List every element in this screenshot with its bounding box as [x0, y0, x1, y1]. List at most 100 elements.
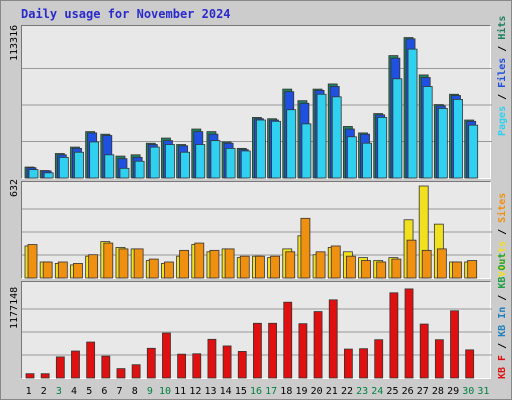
x-tick-label-day-27: 27 — [417, 386, 429, 397]
legend-item-sites: Sites — [497, 192, 508, 223]
bar-kb-f-day-16 — [253, 322, 262, 379]
bar-pages-day-25 — [392, 78, 403, 179]
bar-sites-day-27 — [421, 249, 432, 279]
bar-pages-day-17 — [271, 120, 281, 179]
bar-sites-day-5 — [88, 254, 99, 279]
bar-sites-day-1 — [27, 244, 38, 279]
x-tick-label-day-12: 12 — [189, 386, 201, 397]
bar-kb-f-day-3 — [55, 356, 65, 379]
legend-item-hits: Hits — [497, 15, 508, 40]
bar-pages-day-12 — [195, 144, 206, 179]
bar-kb-f-day-15 — [237, 351, 247, 379]
bar-sites-day-21 — [330, 245, 341, 279]
bar-sites-day-29 — [452, 261, 462, 279]
x-tick-label-day-18: 18 — [280, 386, 292, 397]
bar-pages-day-2 — [43, 172, 54, 179]
bar-pages-day-5 — [89, 141, 100, 179]
x-tick-label-day-25: 25 — [386, 386, 398, 397]
x-tick-label-day-20: 20 — [311, 386, 323, 397]
bar-pages-day-27 — [422, 86, 433, 179]
bar-pages-day-20 — [316, 93, 327, 179]
bar-pages-day-22 — [346, 136, 357, 179]
visits-panel — [21, 181, 492, 279]
hits-plot — [22, 37, 492, 179]
bar-pages-day-21 — [331, 96, 342, 179]
bar-pages-day-18 — [286, 109, 297, 179]
bar-sites-day-17 — [270, 255, 280, 279]
x-tick-label-day-13: 13 — [204, 386, 216, 397]
x-tick-label-day-17: 17 — [265, 386, 277, 397]
bar-kb-f-day-5 — [86, 341, 96, 379]
x-tick-label-day-28: 28 — [432, 386, 444, 397]
bar-pages-day-10 — [165, 144, 175, 179]
bar-sites-day-11 — [179, 249, 190, 279]
bar-kb-f-day-22 — [343, 348, 353, 379]
hits-panel — [21, 25, 492, 179]
bar-sites-day-12 — [194, 242, 205, 279]
bar-pages-day-24 — [377, 117, 388, 179]
x-tick-label-day-29: 29 — [447, 386, 459, 397]
x-tick-label-day-10: 10 — [159, 386, 171, 397]
bar-kb-f-day-19 — [298, 323, 308, 379]
kbytes-plot — [22, 288, 492, 379]
bar-pages-day-11 — [180, 151, 191, 179]
x-tick-label-day-6: 6 — [101, 386, 107, 397]
bar-sites-day-26 — [406, 239, 417, 279]
bar-pages-day-29 — [453, 99, 463, 179]
bar-sites-day-30 — [467, 260, 478, 279]
bar-pages-day-30 — [468, 124, 479, 179]
x-tick-label-day-3: 3 — [56, 386, 62, 397]
legend-item-kb-out: KB Out — [497, 252, 508, 289]
legend-separator: / — [497, 336, 508, 355]
bar-kb-f-day-18 — [283, 301, 293, 379]
x-tick-label-day-7: 7 — [117, 386, 123, 397]
bar-kb-f-day-9 — [146, 347, 156, 379]
x-tick-label-day-31: 31 — [477, 386, 489, 397]
bar-pages-day-4 — [74, 151, 84, 179]
bar-pages-day-13 — [210, 140, 221, 179]
bar-kb-f-day-26 — [404, 288, 414, 379]
hits-ymax-label: 113316 — [9, 24, 20, 61]
bar-pages-day-1 — [28, 169, 39, 179]
bar-sites-day-3 — [57, 261, 68, 279]
x-tick-label-day-15: 15 — [235, 386, 247, 397]
x-tick-label-day-9: 9 — [147, 386, 153, 397]
bar-sites-day-13 — [209, 249, 220, 279]
x-tick-label-day-24: 24 — [371, 386, 383, 397]
bar-pages-day-14 — [225, 147, 236, 179]
x-tick-label-day-19: 19 — [295, 386, 307, 397]
bar-kb-f-day-10 — [162, 332, 171, 379]
bar-kb-f-day-6 — [101, 355, 111, 379]
bar-sites-day-18 — [285, 251, 296, 279]
bar-pages-day-9 — [149, 146, 160, 179]
bar-pages-day-26 — [407, 48, 418, 179]
x-tick-label-day-8: 8 — [132, 386, 138, 397]
bar-kb-f-day-27 — [419, 323, 429, 379]
bar-sites-day-22 — [345, 255, 356, 279]
bar-pages-day-7 — [119, 167, 130, 179]
bar-kb-f-day-23 — [359, 348, 368, 379]
bar-kb-f-day-24 — [374, 339, 384, 379]
bar-kb-f-day-8 — [131, 364, 141, 379]
bar-sites-day-6 — [103, 242, 114, 279]
x-axis-labels: 1 2 3 4 5 6 7 8 9 10 11 12 13 14 15 16 17 18 19 20 21 22 23 24 2… — [26, 386, 490, 397]
bar-sites-day-7 — [118, 248, 129, 279]
bar-kb-f-day-17 — [268, 322, 277, 379]
legend-item-pages: Pages — [497, 105, 508, 136]
bar-pages-day-3 — [58, 156, 69, 179]
bar-kb-f-day-30 — [465, 349, 475, 379]
bar-sites-day-2 — [42, 261, 53, 279]
legend-separator: / — [497, 39, 508, 58]
visits-ymax-label: 632 — [9, 178, 20, 197]
x-tick-label-day-14: 14 — [220, 386, 232, 397]
bar-sites-day-24 — [376, 261, 387, 279]
hits-legend: Pages / Files / Hits — [497, 16, 508, 136]
bar-pages-day-16 — [256, 119, 266, 179]
bar-kb-f-day-11 — [177, 353, 187, 379]
x-tick-label-day-22: 22 — [341, 386, 353, 397]
kbytes-panel — [21, 281, 492, 379]
bar-kb-f-day-20 — [313, 311, 323, 379]
kbytes-ymax-label: 1177148 — [9, 286, 20, 329]
bar-kb-f-day-4 — [71, 350, 80, 379]
